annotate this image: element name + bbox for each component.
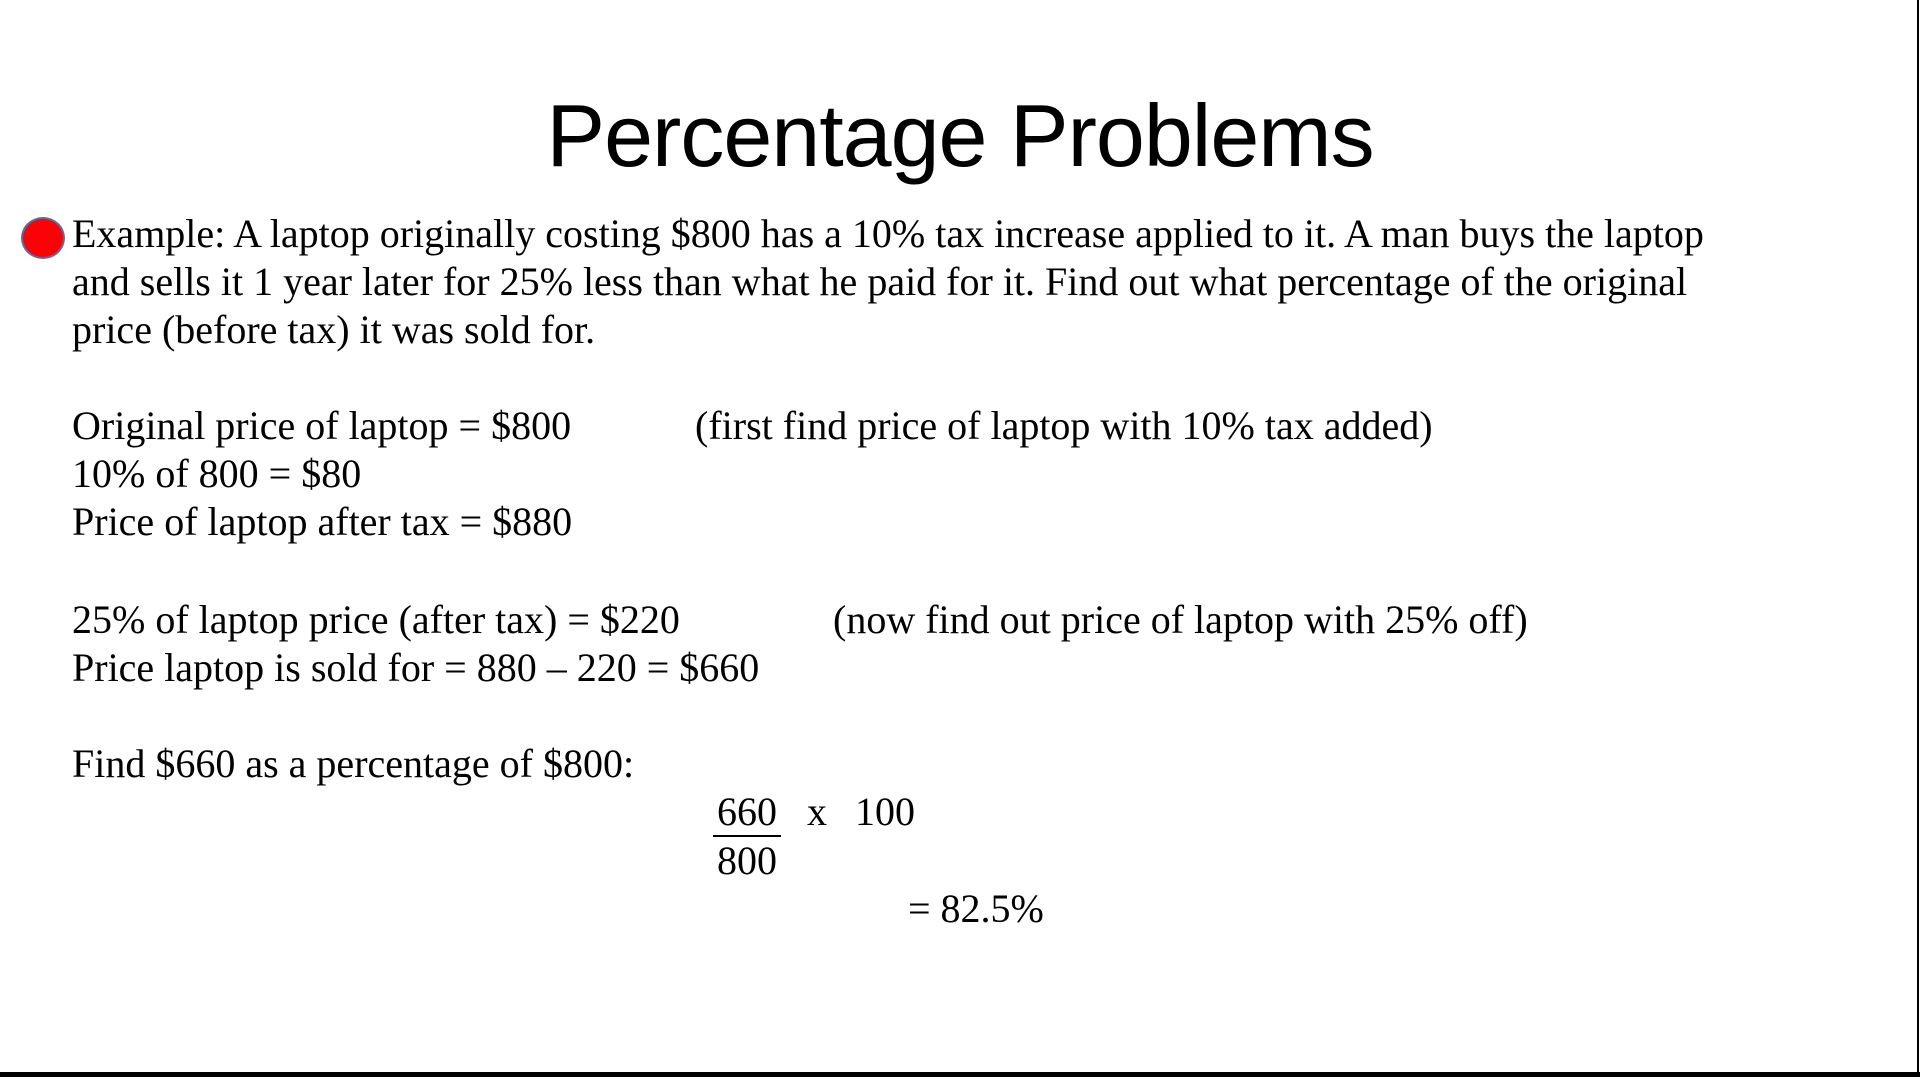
tax-step-line-2: 10% of 800 = $80: [72, 451, 362, 496]
discount-step-amount: 25% of laptop price (after tax) = $220: [72, 597, 680, 642]
bullet-circle-icon: [21, 217, 65, 259]
multiply-operator: x: [807, 789, 827, 834]
fraction-denominator: 800: [717, 838, 777, 883]
tax-step-original-price: Original price of laptop = $800: [72, 403, 572, 448]
discount-step-note: (now find out price of laptop with 25% o…: [833, 597, 1528, 642]
fraction-numerator: 660: [713, 789, 781, 837]
slide-title: Percentage Problems: [546, 86, 1374, 185]
discount-step: 25% of laptop price (after tax) = $220 (…: [72, 596, 1900, 692]
problem-statement: Example: A laptop originally costing $80…: [72, 210, 1900, 354]
result-value: = 82.5%: [908, 886, 1044, 931]
tax-step-line-1: Original price of laptop = $800 (first f…: [72, 402, 1900, 450]
problem-line-1: Example: A laptop originally costing $80…: [72, 211, 1704, 256]
tax-step-line-3: Price of laptop after tax = $880: [72, 499, 573, 544]
slide-right-border: [1917, 0, 1919, 1077]
multiplier-value: 100: [855, 789, 915, 834]
discount-step-line-1: 25% of laptop price (after tax) = $220 (…: [72, 596, 1900, 644]
discount-step-line-2: Price laptop is sold for = 880 – 220 = $…: [72, 645, 760, 690]
tax-step-note: (first find price of laptop with 10% tax…: [695, 403, 1433, 448]
problem-line-3: price (before tax) it was sold for.: [72, 307, 596, 352]
fraction-row: 660 x 100: [72, 788, 1900, 837]
percentage-step: Find $660 as a percentage of $800: 660 x…: [72, 740, 1900, 933]
tax-step: Original price of laptop = $800 (first f…: [72, 402, 1900, 546]
problem-line-2: and sells it 1 year later for 25% less t…: [72, 259, 1688, 304]
slide-bottom-border: [0, 1072, 1920, 1077]
percentage-step-intro: Find $660 as a percentage of $800:: [72, 741, 635, 786]
